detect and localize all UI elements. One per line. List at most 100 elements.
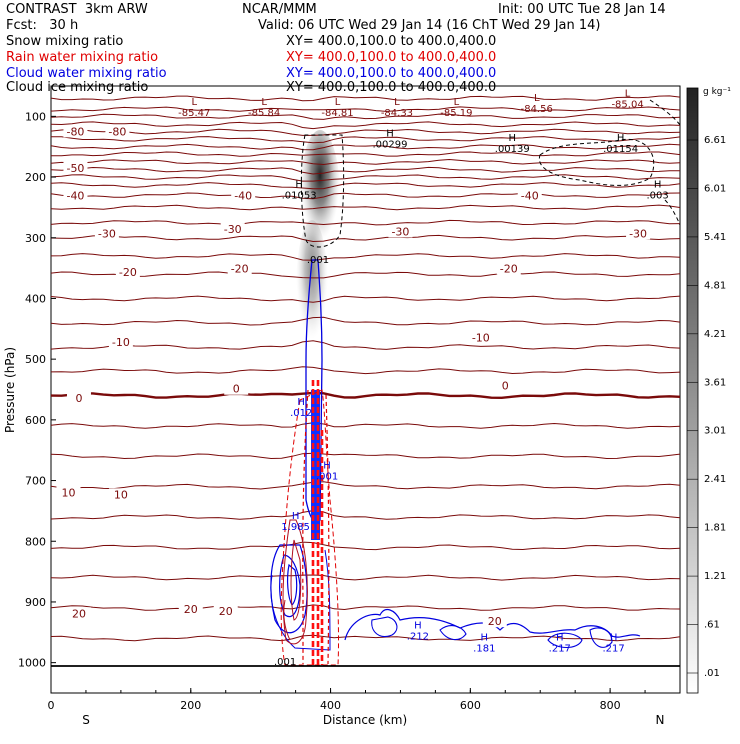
extremum-mark-6: L xyxy=(625,89,631,100)
extremum-mark-7: H xyxy=(386,129,394,140)
temperature-label-22: 20 xyxy=(219,605,233,618)
field-xy-snow: XY= 400.0,100.0 to 400.0,400.0 xyxy=(286,34,497,49)
temperature-contour-line xyxy=(51,422,680,429)
temperature-contour-line xyxy=(51,166,680,175)
extremum-value-16: .212 xyxy=(407,631,429,642)
extremum-value-20: .001 xyxy=(274,657,296,668)
temperature-contour-line xyxy=(51,106,680,112)
field-name-cloud-ice: Cloud ice mixing ratio xyxy=(6,80,149,95)
temperature-label-bg-15 xyxy=(66,391,91,404)
cloud-water-lower-2 xyxy=(279,554,301,618)
x-end-label-south: S xyxy=(82,713,90,727)
temperature-label-bg-19 xyxy=(108,488,133,501)
y-tick-label-0: 100 xyxy=(25,110,46,123)
extremum-value-11: .003 xyxy=(647,191,669,202)
temperature-label-bg-12 xyxy=(496,262,521,275)
temperature-label-bg-8 xyxy=(388,225,413,238)
x-tick-label-4: 800 xyxy=(600,699,621,712)
extremum-value-3: -84.33 xyxy=(381,108,413,119)
cloud-water-blob-4 xyxy=(589,627,613,648)
temperature-contour-line xyxy=(51,574,680,581)
colorbar-ticks: 6.61 6.01 5.41 4.81 4.21 3.61 3.01 2.41 1.81 1.21… xyxy=(687,135,726,679)
extremum-value-2: -84.81 xyxy=(321,108,353,119)
colorbar-unit: g kg⁻¹ xyxy=(703,87,731,97)
temperature-label-20: 20 xyxy=(72,607,86,620)
temperature-label-6: -30 xyxy=(98,227,116,240)
x-tick-label-3: 600 xyxy=(460,699,481,712)
temperature-label-bg-17 xyxy=(493,379,518,392)
field-xy-cloud-water: XY= 400.0,100.0 to 400.0,400.0 xyxy=(286,66,497,81)
snow-shading-tail xyxy=(296,220,328,360)
temperature-label-12: -20 xyxy=(500,263,518,276)
x-tick-label-1: 200 xyxy=(180,699,201,712)
y-tick-label-4: 500 xyxy=(25,353,46,366)
extremum-mark-5: L xyxy=(534,93,540,104)
cloud-water-lower-3 xyxy=(286,563,298,606)
y-axis-label: Pressure (hPa) xyxy=(3,347,17,433)
temperature-label-bg-10 xyxy=(115,266,140,279)
extremum-value-6: -85.04 xyxy=(611,100,643,111)
cloud-ice-contour xyxy=(300,134,345,248)
temperature-label-3: -40 xyxy=(66,190,84,203)
temperature-label-bg-18 xyxy=(56,486,81,499)
organization-label: NCAR/MMM xyxy=(242,2,317,17)
temperature-contour-line xyxy=(51,151,680,157)
temperature-contour-line xyxy=(51,182,680,190)
axes: 0 200 400 600 800100200300400500600700800900… xyxy=(18,110,681,712)
temperature-label-11: -20 xyxy=(231,263,249,276)
temperature-contour-line xyxy=(51,316,680,326)
extremum-value-15: 1.985 xyxy=(281,522,310,533)
extremum-mark-18: H xyxy=(556,633,564,644)
extremum-value-10: .01053 xyxy=(282,191,317,202)
temperature-contour-line xyxy=(51,510,680,520)
y-tick-label-5: 600 xyxy=(25,414,46,427)
rain-water-lower-contours-3 xyxy=(283,599,291,641)
temperature-contours xyxy=(51,95,680,642)
temperature-label-bg-14 xyxy=(468,331,493,344)
temperature-label-2: -50 xyxy=(66,162,84,175)
colorbar-tick-label-8: 1.81 xyxy=(704,523,726,534)
field-xy-rain: XY= 400.0,100.0 to 400.0,400.0 xyxy=(286,50,497,65)
temperature-contour-line xyxy=(51,366,680,375)
field-xy-cloud-ice: XY= 400.0,100.0 to 400.0,400.0 xyxy=(286,80,497,95)
extremum-value-18: .217 xyxy=(549,644,571,655)
y-tick-label-6: 700 xyxy=(25,475,46,488)
temperature-contour-line xyxy=(51,391,680,400)
temperature-label-7: -30 xyxy=(224,223,242,236)
temperature-label-bg-9 xyxy=(626,227,651,240)
rain-water-inner xyxy=(302,389,330,665)
field-name-rain: Rain water mixing ratio xyxy=(6,50,159,65)
extremum-mark-14: H xyxy=(323,461,331,472)
rain-water-envelope xyxy=(280,389,340,666)
cloud-ice-contour-edge xyxy=(649,99,680,126)
x-axis-label: Distance (km) xyxy=(323,713,407,727)
temperature-contour-line xyxy=(51,128,680,136)
extremum-mark-3: L xyxy=(394,97,400,108)
colorbar-tick-label-1: 6.01 xyxy=(704,183,726,194)
temperature-contour-line xyxy=(51,634,680,642)
colorbar-tick-label-0: 6.61 xyxy=(704,135,726,146)
temperature-contour-line xyxy=(51,253,680,261)
extremum-value-7: .00299 xyxy=(372,140,407,151)
colorbar-tick-label-11: .01 xyxy=(704,668,720,679)
colorbar-tick-label-2: 5.41 xyxy=(704,232,726,243)
temperature-label-15: 0 xyxy=(75,392,82,405)
forecast-hour: Fcst: 30 h xyxy=(6,18,79,33)
temperature-contour-line xyxy=(51,481,680,490)
extremum-mark-8: H xyxy=(509,133,517,144)
colorbar xyxy=(686,87,699,694)
temperature-label-bg-6 xyxy=(94,227,119,240)
extremum-value-4: -85.19 xyxy=(440,108,472,119)
temperature-contour-line xyxy=(51,192,680,200)
y-tick-label-1: 200 xyxy=(25,171,46,184)
temperature-label-bg-0 xyxy=(63,125,88,138)
temperature-label-9: -30 xyxy=(629,227,647,240)
extremum-value-0: -85.47 xyxy=(178,108,210,119)
temperature-label-bg-11 xyxy=(227,262,252,275)
temperature-label-4: -40 xyxy=(234,190,252,203)
temperature-contour-line xyxy=(51,143,680,151)
extremum-mark-10: H xyxy=(295,180,303,191)
cloud-water-blob-3 xyxy=(547,632,583,649)
temperature-label-bg-3 xyxy=(63,189,88,202)
extremum-value-14: .001 xyxy=(316,472,338,483)
